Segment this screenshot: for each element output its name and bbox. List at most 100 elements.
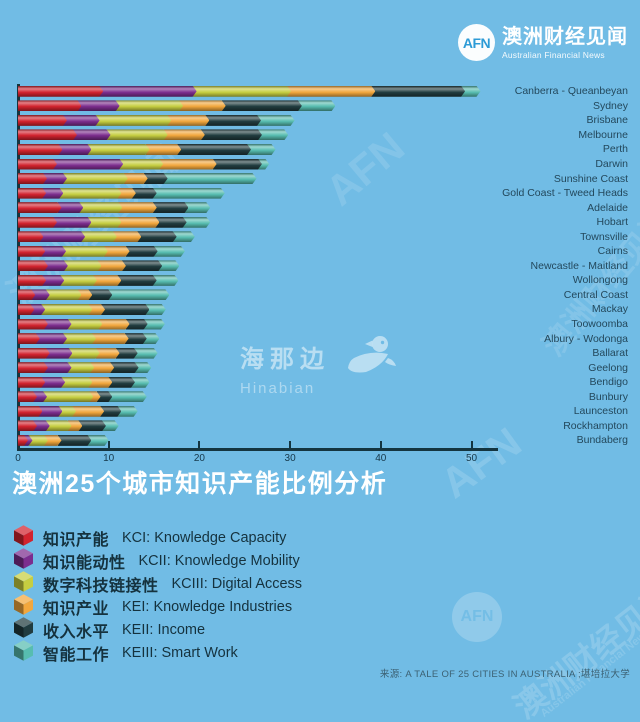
bar-segment-keii <box>132 188 157 199</box>
bar-segment-keiii <box>173 231 195 242</box>
bar-segment-kci <box>18 377 45 388</box>
legend-label-en: KCII: Knowledge Mobility <box>138 553 300 569</box>
bar-segment-kei <box>164 129 205 140</box>
bar-segment-keiii <box>135 362 152 373</box>
bar-segment-keiii <box>108 289 169 300</box>
chart-row: Perth <box>0 142 640 157</box>
bar-segment-kciii <box>46 289 82 300</box>
bar-segment-kei <box>146 144 182 155</box>
bar-segment-kci <box>18 435 28 446</box>
legend-label-cn: 知识产业 <box>43 601 110 618</box>
legend-label-cn: 知识产能 <box>43 532 110 549</box>
bar-segment-keii <box>101 304 149 315</box>
bar-segment-keii <box>201 129 262 140</box>
bar-segment-kci <box>18 231 43 242</box>
bar-segment-kciii <box>87 144 149 155</box>
bar-segment-kcii <box>44 362 72 373</box>
bar-segment-keii <box>88 289 112 300</box>
bar-segment-kei <box>104 246 130 257</box>
bar-segment-keii <box>78 420 106 431</box>
bar-segment-kcii <box>53 217 91 228</box>
bar-segment-kci <box>18 100 81 111</box>
legend-label-cn: 收入水平 <box>43 624 110 641</box>
bar-segment-kei <box>90 362 114 373</box>
bar-segment-kei <box>89 391 100 402</box>
city-label: Toowoomba <box>571 317 628 330</box>
bar-segment-kei <box>88 377 112 388</box>
chart-row: Sunshine Coast <box>0 171 640 186</box>
chart-row: Hobart <box>0 215 640 230</box>
bar-segment-kci <box>18 362 48 373</box>
bar-segment-keiii <box>102 420 119 431</box>
chart-title: 澳洲25个城市知识产能比例分析 <box>12 470 388 498</box>
bar-segment-keiii <box>134 348 158 359</box>
afn-logo: AFN <box>458 24 495 61</box>
bar-segment-keiii <box>131 377 150 388</box>
x-axis-tick-label: 30 <box>284 453 296 464</box>
city-label: Perth <box>602 143 628 156</box>
source-note: 来源: A TALE OF 25 CITIES IN AUSTRALIA ;堪培… <box>379 669 630 680</box>
bar-segment-keiii <box>158 260 179 271</box>
legend-item-kciii: 数字科技链接性 KCIII: Digital Access <box>14 571 302 595</box>
city-label: Bunbury <box>588 390 628 403</box>
bar-segment-kcii <box>41 246 66 257</box>
chart-rows: Canberra - Queanbeyan Sydney Brisbane Melbo… <box>0 84 640 448</box>
city-label: Hobart <box>596 215 628 228</box>
bar-segment-kciii <box>60 275 97 286</box>
bar-segment-keiii <box>183 217 211 228</box>
city-label: Adelaide <box>587 201 628 214</box>
bar-segment-keii <box>153 202 189 213</box>
bar-segment-kci <box>18 406 42 417</box>
stacked-bar <box>18 100 335 111</box>
bar-segment-kei <box>124 173 148 184</box>
bar-segment-keiii <box>461 86 480 97</box>
bar-segment-kci <box>18 86 103 97</box>
bar-segment-kei <box>98 319 129 330</box>
x-axis-tick <box>198 441 201 449</box>
bar-segment-kciii <box>119 159 163 170</box>
stacked-bar <box>18 304 166 315</box>
bar-segment-keiii <box>153 188 225 199</box>
stacked-bar <box>18 115 295 126</box>
bar-segment-kci <box>18 173 47 184</box>
city-label: Launceston <box>573 405 628 418</box>
city-label: Cairns <box>597 245 628 258</box>
bar-segment-kciii <box>79 202 122 213</box>
bar-segment-keii <box>117 275 156 286</box>
bar-segment-kci <box>18 260 48 271</box>
x-axis-tick-label: 50 <box>465 453 478 464</box>
bar-segment-kcii <box>44 319 72 330</box>
stacked-bar <box>18 362 151 373</box>
stacked-bar <box>18 159 269 170</box>
bar-segment-kcii <box>44 260 68 271</box>
stacked-bar <box>18 333 159 344</box>
legend-item-kci: 知识产能 KCI: Knowledge Capacity <box>14 525 302 549</box>
chart-row: Central Coast <box>0 288 640 303</box>
bar-segment-keiii <box>117 406 137 417</box>
stacked-bar <box>18 246 185 257</box>
legend: 知识产能 KCI: Knowledge Capacity 知识能动性 KCII: Kn… <box>14 525 302 667</box>
stacked-bar <box>18 260 179 271</box>
legend-cube-icon <box>14 571 33 597</box>
bar-segment-kciii <box>41 304 92 315</box>
chart-row: Toowoomba <box>0 317 640 332</box>
bar-segment-kciii <box>63 173 128 184</box>
bar-segment-kcii <box>24 435 33 446</box>
bar-segment-kcii <box>38 406 62 417</box>
chart-row: Cairns <box>0 244 640 259</box>
watermark-afn-circle: AFN <box>452 592 502 642</box>
bar-segment-kcii <box>41 377 65 388</box>
chart-row: Mackay <box>0 302 640 317</box>
bar-segment-kcii <box>77 100 119 111</box>
bar-segment-kcii <box>99 86 196 97</box>
stacked-bar <box>18 348 158 359</box>
bar-segment-kcii <box>63 115 100 126</box>
bar-segment-kcii <box>30 304 45 315</box>
bar-segment-kci <box>18 420 37 431</box>
chart-row: Gold Coast - Tweed Heads <box>0 186 640 201</box>
city-label: Darwin <box>595 157 628 170</box>
bar-segment-kciii <box>63 333 96 344</box>
bar-segment-kei <box>117 188 136 199</box>
stacked-bar <box>18 420 119 431</box>
